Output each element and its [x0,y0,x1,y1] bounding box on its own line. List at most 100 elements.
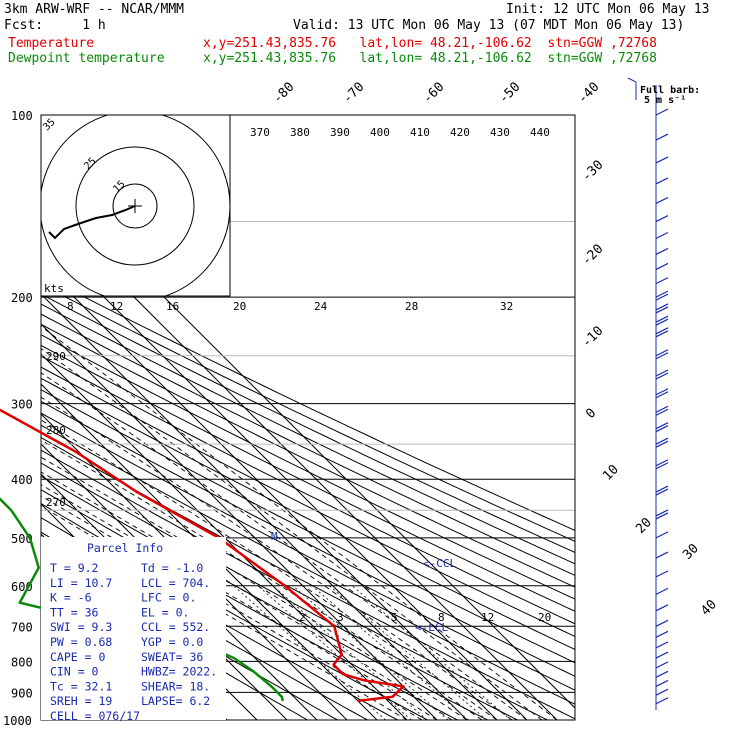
upper-label-12: 12 [110,300,123,313]
parcel-row-7-right: HWBZ= 2022. [141,665,217,679]
skew-temp-label-9: 10 [600,462,622,484]
hodograph-trace [48,205,136,240]
parcel-row-2-left: K = -6 [50,591,92,605]
parcel-row-1-left: LI = 10.7 [50,576,112,590]
hodograph: kts 15 25 35 [40,114,231,297]
skew-temp-label-8: 0 [583,406,599,422]
moist-adiabat-15 [41,439,483,720]
parcel-row-2-right: LFC = 0. [141,591,196,605]
skew-temp-label-10: 20 [633,515,655,537]
parcel-row-3-right: EL = 0. [141,605,189,619]
pressure-label-200: 200 [11,291,33,305]
wind-barb-100 [655,108,669,116]
mixing-ratio-label-3: 3 [337,611,344,624]
skew-temp-label-1: -70 [340,80,367,107]
mixing-ratio-labels: 2 3 5 8 12 20 [299,611,551,624]
mixing-ratio-label-20: 20 [538,611,551,624]
wind-barb-200 [655,290,669,301]
skew-temp-label-0: -80 [270,80,297,107]
forecast-hour: Fcst: 1 h [4,18,106,33]
upper-label-32: 32 [500,300,513,313]
temperature-location: x,y=251.43,835.76 lat,lon= 48.21,-106.62… [203,36,657,51]
pressure-label-100: 100 [11,109,33,123]
wind-barb-130 [655,177,669,185]
wind-barb-460 [655,509,669,520]
parcel-row-8-left: Tc = 32.1 [50,679,112,693]
theta-labels: 370 380 390 400 410 420 430 440 290 280 270 [46,126,550,509]
hodograph-units: kts [44,282,64,295]
skew-temp-label-5: -30 [579,158,606,185]
wind-barb-170 [655,247,669,255]
isotherm-30 [41,233,528,720]
isotherm--10 [41,353,408,720]
parcel-row-3-left: TT = 36 [50,605,99,619]
theta-label-410: 410 [410,126,430,139]
mixing-ratio-label-2: 2 [299,611,306,624]
wind-barb-700 [655,619,669,627]
wind-barb-350 [655,437,669,448]
dry-adiabat-370 [41,377,575,651]
wind-barb-120 [655,156,669,164]
wind-barb-290 [655,388,669,399]
barb-legend-barb [627,77,637,83]
upper-labels: 8 12 16 20 24 28 32 [67,300,513,313]
barb-legend-title: Full barb: [640,85,700,96]
pressure-label-1000: 1000 [3,714,32,728]
theta-label-420: 420 [450,126,470,139]
parcel-row-0-right: Td = -1.0 [141,561,203,575]
parcel-row-1-right: LCL = 704. [141,576,210,590]
wind-barb-730 [655,630,669,638]
wind-barb-230 [655,327,669,338]
wind-barb-500 [655,531,669,539]
mixing-ratio-label-8: 8 [438,611,445,624]
wind-barb-660 [655,604,669,612]
isotherm-20 [41,263,498,720]
dewpoint-location: x,y=251.43,835.76 lat,lon= 48.21,-106.62… [203,51,657,66]
skew-temp-label-12: 40 [698,597,720,619]
wind-barb-250 [655,349,669,360]
moist-adiabat-25 [41,396,513,720]
wind-barb-850 [655,670,669,678]
wind-barb-940 [655,697,669,705]
upper-label-28: 28 [405,300,418,313]
dry-adiabat-310 [41,449,548,720]
parcel-row-9-left: SREH = 19 [50,694,112,708]
temperature-legend: Temperature [8,36,95,51]
theta-label-370: 370 [250,126,270,139]
pressure-label-700: 700 [11,620,33,634]
parcel-row-6-right: SWEAT= 36 [141,650,203,664]
m-marker: M [271,530,278,543]
wind-barb-110 [655,133,669,141]
hodograph-ring-25 [75,146,195,266]
wind-barb-760 [655,641,669,649]
theta-label-430: 430 [490,126,510,139]
theta-side-label-270: 270 [46,496,66,509]
dry-adiabat-380 [41,366,575,638]
parcel-info-rows: T = 9.2 Td = -1.0 LI = 10.7 LCL = 704. K = -… [50,561,217,723]
theta-label-380: 380 [290,126,310,139]
skew-temp-label-6: -20 [579,242,606,269]
parcel-row-0-left: T = 9.2 [50,561,98,575]
skew-temp-label-11: 30 [680,541,702,563]
dry-adiabat-340 [41,412,575,691]
isotherm--20 [41,383,378,720]
skew-temp-label-3: -50 [496,80,523,107]
parcel-row-4-right: CCL = 552. [141,620,210,634]
dry-adiabat-390 [41,355,575,625]
skew-temp-label-7: -10 [579,324,606,351]
wind-barb-270 [655,369,669,380]
upper-label-24: 24 [314,300,328,313]
wind-barb-880 [655,679,669,687]
hodograph-ring-15 [112,183,158,229]
theta-label-440: 440 [530,126,550,139]
mixing-ratio-2 [257,585,412,720]
mixing-ratio-label-5: 5 [391,611,398,624]
wind-barb-310 [655,405,669,416]
wind-barb-620 [655,587,669,595]
skew-temp-label-4: -40 [575,80,602,107]
mixing-ratio-1 [233,585,386,720]
wind-barb-column: Full barb: 5 m s⁻¹ [627,77,700,710]
wind-barb-540 [655,551,669,559]
parcel-info-bg [41,537,226,720]
